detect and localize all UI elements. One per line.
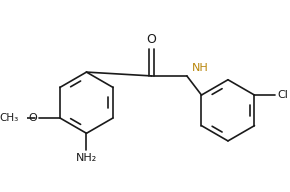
Text: NH₂: NH₂ [76, 153, 97, 163]
Text: NH: NH [192, 63, 209, 73]
Text: Cl: Cl [278, 90, 288, 100]
Text: O: O [146, 33, 156, 46]
Text: O: O [28, 113, 37, 123]
Text: CH₃: CH₃ [0, 113, 19, 123]
